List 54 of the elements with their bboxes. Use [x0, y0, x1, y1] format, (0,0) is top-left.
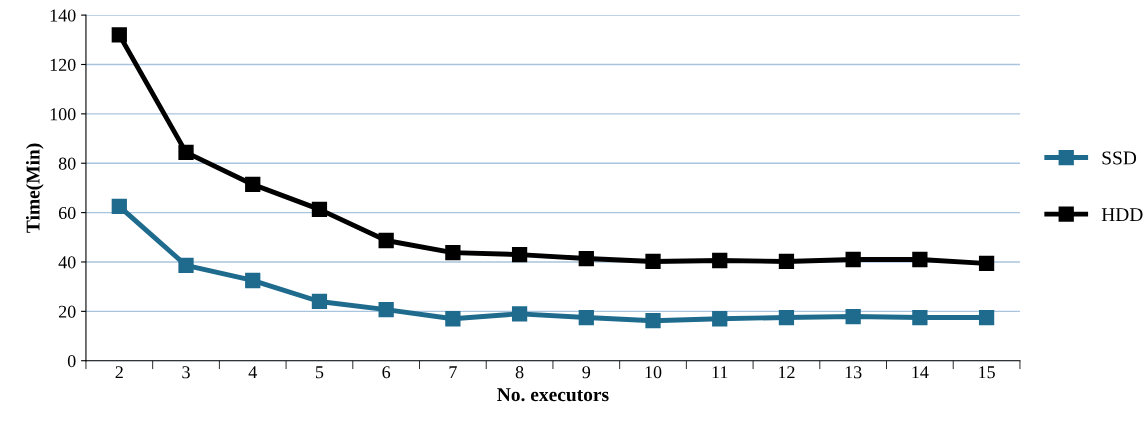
y-tick-label: 20: [58, 305, 76, 318]
y-tick-label: 60: [58, 206, 76, 220]
point: [111, 198, 127, 215]
point: [378, 232, 394, 249]
point: [578, 309, 594, 326]
point: [511, 246, 528, 263]
point: [645, 253, 661, 270]
x-tick-label: 11: [712, 366, 728, 379]
point: [511, 306, 528, 322]
y-tick-label: 40: [58, 256, 76, 269]
point: [445, 311, 461, 327]
point: [245, 176, 261, 193]
x-tick-label: 9: [582, 366, 591, 379]
x-tick-label: 3: [182, 366, 190, 379]
point: [111, 27, 127, 43]
legend-label: HDD: [1101, 208, 1143, 222]
point: [912, 251, 928, 268]
point: [712, 252, 728, 269]
point: [778, 253, 795, 270]
point: [645, 313, 661, 329]
y-tick-label: 120: [50, 58, 76, 71]
point: [311, 201, 328, 218]
y-tick-label: 140: [50, 9, 76, 22]
y-tick-label: 0: [67, 354, 76, 368]
point: [912, 309, 928, 326]
legend-label: SSD: [1102, 151, 1137, 165]
x-tick-label: 7: [449, 366, 457, 379]
x-tick-label: 2: [115, 366, 123, 379]
point: [245, 272, 261, 289]
point: [845, 308, 861, 325]
x-tick-label: 8: [515, 366, 524, 379]
x-tick-label: 10: [645, 366, 662, 379]
point: [578, 250, 594, 267]
x-tick-label: 13: [845, 366, 862, 379]
point: [778, 309, 795, 326]
x-tick-label: 15: [979, 366, 995, 379]
point: [445, 244, 461, 261]
x-tick-label: 12: [779, 366, 795, 379]
y-tick-label: 100: [50, 108, 76, 121]
y-tick-label: 80: [58, 157, 76, 170]
point: [178, 144, 194, 161]
point: [378, 301, 394, 318]
x-tick-label: 6: [382, 366, 391, 379]
x-axis-title: No. executors: [497, 388, 609, 402]
point: [845, 251, 861, 268]
y-axis-title: Time(Min): [25, 143, 44, 233]
point: [978, 309, 995, 326]
x-tick-label: 14: [912, 366, 929, 379]
x-tick-label: 4: [248, 366, 257, 379]
point: [311, 293, 328, 310]
point: [978, 255, 995, 272]
point: [178, 257, 194, 274]
x-tick-label: 5: [315, 366, 324, 379]
point: [712, 311, 728, 327]
